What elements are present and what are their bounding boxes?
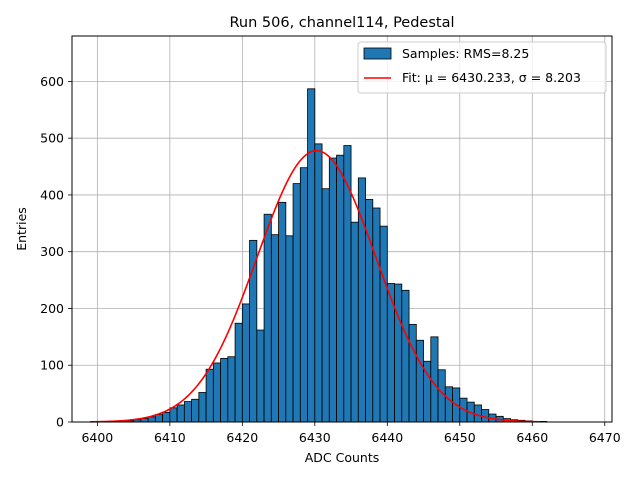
histogram-bar bbox=[299, 167, 308, 423]
histogram-bar bbox=[227, 356, 236, 423]
histogram-bar bbox=[328, 157, 337, 423]
histogram-bar bbox=[147, 416, 156, 423]
histogram-bar bbox=[154, 414, 164, 423]
histogram-bar bbox=[314, 143, 323, 423]
histogram-bar bbox=[415, 339, 424, 423]
x-tick-label: 6400 bbox=[81, 430, 113, 445]
histogram-bar bbox=[444, 386, 453, 423]
y-tick-label: 0 bbox=[56, 415, 64, 430]
histogram-bar bbox=[256, 329, 265, 423]
legend-box bbox=[357, 41, 607, 94]
histogram-bar bbox=[183, 401, 192, 423]
legend-label-samples: Samples: RMS=8.25 bbox=[402, 46, 529, 61]
y-axis-label: Entries bbox=[14, 207, 29, 251]
histogram-bar bbox=[176, 404, 185, 423]
y-tick-label: 100 bbox=[40, 358, 64, 373]
x-axis-label: ADC Counts bbox=[305, 450, 380, 465]
histogram-bar bbox=[241, 303, 250, 423]
y-tick-label: 400 bbox=[40, 187, 64, 202]
y-tick-label: 200 bbox=[40, 301, 64, 316]
histogram-bar bbox=[307, 88, 316, 423]
x-tick-label: 6430 bbox=[299, 430, 331, 445]
x-tick-label: 6470 bbox=[589, 430, 621, 445]
legend-swatch-samples bbox=[363, 47, 392, 60]
histogram-bar bbox=[205, 368, 214, 423]
histogram-bar bbox=[372, 207, 381, 423]
histogram-bar bbox=[401, 289, 410, 423]
y-axis-ticks: 0 100 200 300 400 500 600 bbox=[40, 74, 72, 430]
y-tick-label: 500 bbox=[40, 131, 64, 146]
histogram-bar bbox=[278, 201, 287, 423]
x-tick-label: 6450 bbox=[444, 430, 476, 445]
histogram-bar bbox=[191, 398, 200, 423]
histogram-bar bbox=[292, 183, 301, 423]
chart-title: Run 506, channel114, Pedestal bbox=[229, 15, 454, 31]
histogram-bar bbox=[336, 154, 345, 423]
histogram-bar bbox=[394, 283, 403, 423]
histogram-bar bbox=[220, 358, 229, 423]
y-tick-label: 600 bbox=[40, 74, 64, 89]
histogram-bar bbox=[162, 411, 171, 423]
histogram-bar bbox=[379, 225, 388, 423]
histogram-bar bbox=[270, 234, 279, 423]
histogram-bar bbox=[285, 235, 294, 423]
legend: Samples: RMS=8.25 Fit: μ = 6430.233, σ =… bbox=[357, 41, 607, 94]
histogram-bar bbox=[198, 392, 207, 423]
histogram-bar bbox=[408, 323, 417, 423]
x-tick-label: 6460 bbox=[516, 430, 548, 445]
histogram-bar bbox=[212, 362, 221, 423]
plot-frame bbox=[71, 35, 613, 423]
histogram-bar bbox=[263, 213, 272, 423]
y-tick-label: 300 bbox=[40, 244, 64, 259]
legend-label-fit: Fit: μ = 6430.233, σ = 8.203 bbox=[402, 70, 581, 85]
x-axis-ticks: 6400 6410 6420 6430 6440 6450 6460 6470 bbox=[81, 422, 621, 445]
x-tick-label: 6440 bbox=[371, 430, 403, 445]
histogram-bar bbox=[234, 322, 243, 423]
histogram-bar bbox=[350, 221, 359, 423]
histogram-bar bbox=[169, 407, 178, 423]
x-tick-label: 6420 bbox=[226, 430, 258, 445]
x-tick-label: 6410 bbox=[154, 430, 186, 445]
histogram-bar bbox=[343, 145, 352, 423]
histogram-bar bbox=[321, 188, 330, 423]
histogram-bar bbox=[473, 404, 482, 423]
fit-curve bbox=[90, 149, 540, 423]
